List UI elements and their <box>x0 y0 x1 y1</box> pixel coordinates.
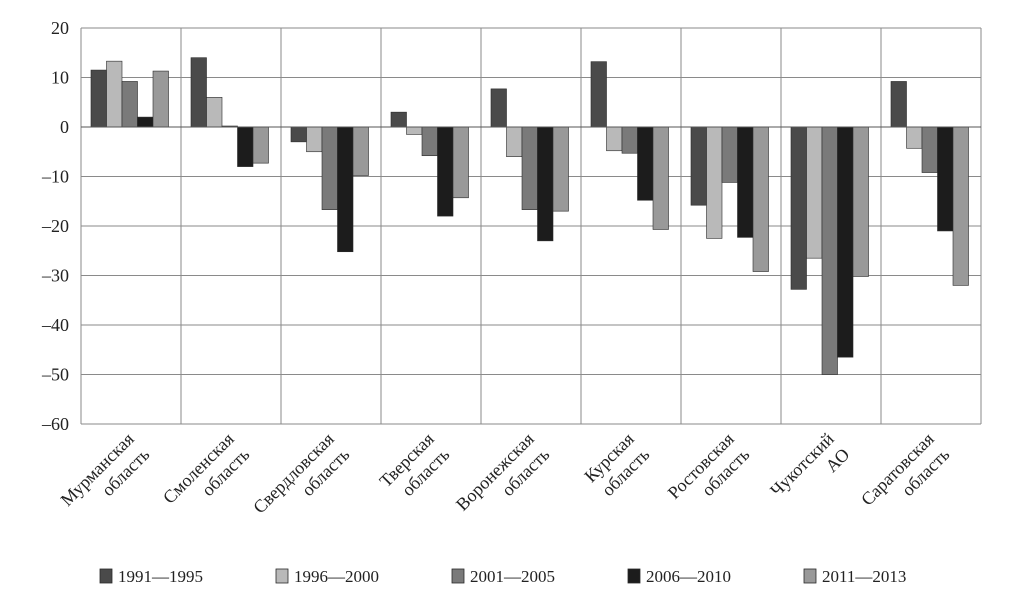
legend-swatch <box>627 568 641 584</box>
bar <box>721 126 738 183</box>
bar <box>852 126 869 277</box>
bar <box>906 126 923 149</box>
bar <box>421 126 438 157</box>
x-category-label: Ростовскаяобласть <box>664 429 754 519</box>
bar <box>252 126 269 164</box>
bar <box>690 126 707 206</box>
x-category-label: Мурманскаяобласть <box>57 429 154 526</box>
bar <box>706 126 723 239</box>
bar <box>790 126 807 290</box>
bar <box>737 126 754 238</box>
x-category-label: ЧукотскийАО <box>766 428 854 516</box>
bar <box>321 126 338 210</box>
legend: 1991—1995 1996—2000 2001—2005 2006—2010 2011… <box>99 567 906 586</box>
y-tick-label: –40 <box>41 315 69 335</box>
legend-swatch <box>275 568 289 584</box>
legend-label: 1991—1995 <box>118 567 203 586</box>
legend-swatch <box>451 568 465 584</box>
legend-swatch <box>803 568 817 584</box>
bar <box>806 126 823 259</box>
bar <box>537 126 554 242</box>
x-category-label: Курскаяобласть <box>580 429 653 502</box>
bar <box>352 126 369 176</box>
bar <box>752 126 769 272</box>
bar <box>152 70 169 128</box>
bar <box>390 111 407 128</box>
grid-layer <box>80 27 982 425</box>
bar <box>406 126 423 135</box>
bar <box>337 126 354 253</box>
bar <box>506 126 523 158</box>
bar <box>921 126 938 173</box>
bars-layer <box>90 57 969 375</box>
bar <box>290 126 307 143</box>
bar <box>121 81 138 128</box>
bar <box>90 69 107 128</box>
y-tick-label: –30 <box>41 266 69 286</box>
bar <box>137 116 154 128</box>
bar <box>237 126 254 167</box>
y-tick-label: –10 <box>41 167 69 187</box>
bar <box>821 126 838 375</box>
bar <box>937 126 954 232</box>
y-tick-label: 0 <box>60 117 69 137</box>
bar <box>621 126 638 154</box>
x-category-label: Воронежскаяобласть <box>452 429 553 530</box>
bar <box>837 126 854 358</box>
bar <box>652 126 669 230</box>
y-tick-label: 20 <box>51 18 69 38</box>
bar <box>552 126 569 212</box>
legend-label: 2006—2010 <box>646 567 731 586</box>
x-category-label: Свердловскаяобласть <box>249 429 353 533</box>
bar <box>952 126 969 286</box>
x-category-label: Смоленскаяобласть <box>159 429 253 523</box>
y-tick-label: –60 <box>41 414 69 434</box>
bar <box>190 57 207 128</box>
x-category-label: Саратовскаяобласть <box>857 429 953 525</box>
bar <box>890 81 907 128</box>
bar <box>452 126 469 199</box>
legend-label: 2011—2013 <box>822 567 906 586</box>
y-tick-label: –50 <box>41 365 69 385</box>
bar <box>521 126 538 210</box>
y-tick-label: –20 <box>41 216 69 236</box>
bar <box>106 60 123 128</box>
bar <box>206 97 223 128</box>
bar <box>590 61 607 128</box>
bar <box>606 126 623 152</box>
x-category-label: Тверскаяобласть <box>375 429 453 507</box>
legend-label: 1996—2000 <box>294 567 379 586</box>
y-tick-label: 10 <box>51 68 69 88</box>
bar <box>306 126 323 153</box>
bar <box>437 126 454 217</box>
bar <box>637 126 654 201</box>
bar <box>490 88 507 128</box>
legend-swatch <box>99 568 113 584</box>
legend-label: 2001—2005 <box>470 567 555 586</box>
